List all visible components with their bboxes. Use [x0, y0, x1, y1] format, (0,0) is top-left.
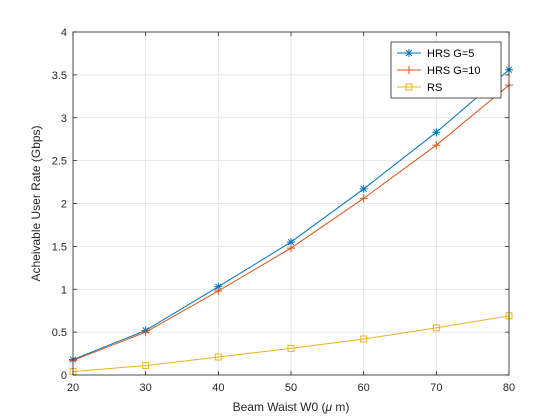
legend-item: HRS G=10	[397, 65, 481, 77]
data-point	[287, 344, 295, 352]
data-point	[359, 194, 368, 203]
legend-marker	[405, 66, 413, 74]
legend-item: RS	[397, 82, 442, 94]
data-point	[287, 238, 295, 247]
y-tick-label: 1	[61, 284, 67, 296]
y-tick-label: 3	[61, 113, 67, 125]
data-point	[432, 141, 441, 150]
data-point	[214, 286, 223, 295]
data-point	[360, 335, 368, 343]
legend: HRS G=5 HRS G=10 RS	[390, 41, 502, 99]
x-tick-label: 20	[67, 382, 79, 394]
data-point	[432, 324, 440, 332]
x-axis-label: Beam Waist W0 (μ m)	[233, 400, 350, 414]
data-point	[142, 362, 150, 370]
data-point	[214, 353, 222, 361]
y-tick-label: 0	[61, 370, 67, 382]
series-layer	[69, 65, 513, 376]
data-point	[359, 184, 368, 193]
y-tick-label: 2.5	[52, 156, 67, 168]
data-point	[141, 328, 150, 337]
axis-ticks: 20 30 40 50 60 70 80 0 0.5 1 1.5 2 2.5 3 3.5 4	[52, 27, 515, 394]
x-tick-label: 30	[140, 382, 152, 394]
legend-label: HRS G=5	[427, 48, 474, 60]
x-tick-label: 60	[358, 382, 370, 394]
x-tick-label: 80	[503, 382, 515, 394]
y-tick-label: 4	[61, 27, 67, 39]
data-point	[432, 128, 441, 137]
legend-label: HRS G=10	[427, 65, 481, 77]
y-tick-label: 0.5	[52, 327, 67, 339]
y-tick-label: 3.5	[52, 70, 67, 82]
legend-marker	[405, 49, 413, 57]
y-axis-label: Acheivable User Rate (Gbps)	[29, 125, 43, 281]
legend-label: RS	[427, 82, 442, 94]
y-tick-label: 2	[61, 199, 67, 211]
y-tick-label: 1.5	[52, 241, 67, 253]
x-tick-label: 70	[430, 382, 442, 394]
data-point	[214, 282, 223, 291]
legend-item: HRS G=5	[397, 48, 474, 60]
x-tick-label: 40	[212, 382, 224, 394]
legend-marker	[405, 83, 413, 91]
data-point	[287, 244, 295, 253]
x-tick-label: 50	[285, 382, 297, 394]
series-line	[72, 315, 510, 373]
